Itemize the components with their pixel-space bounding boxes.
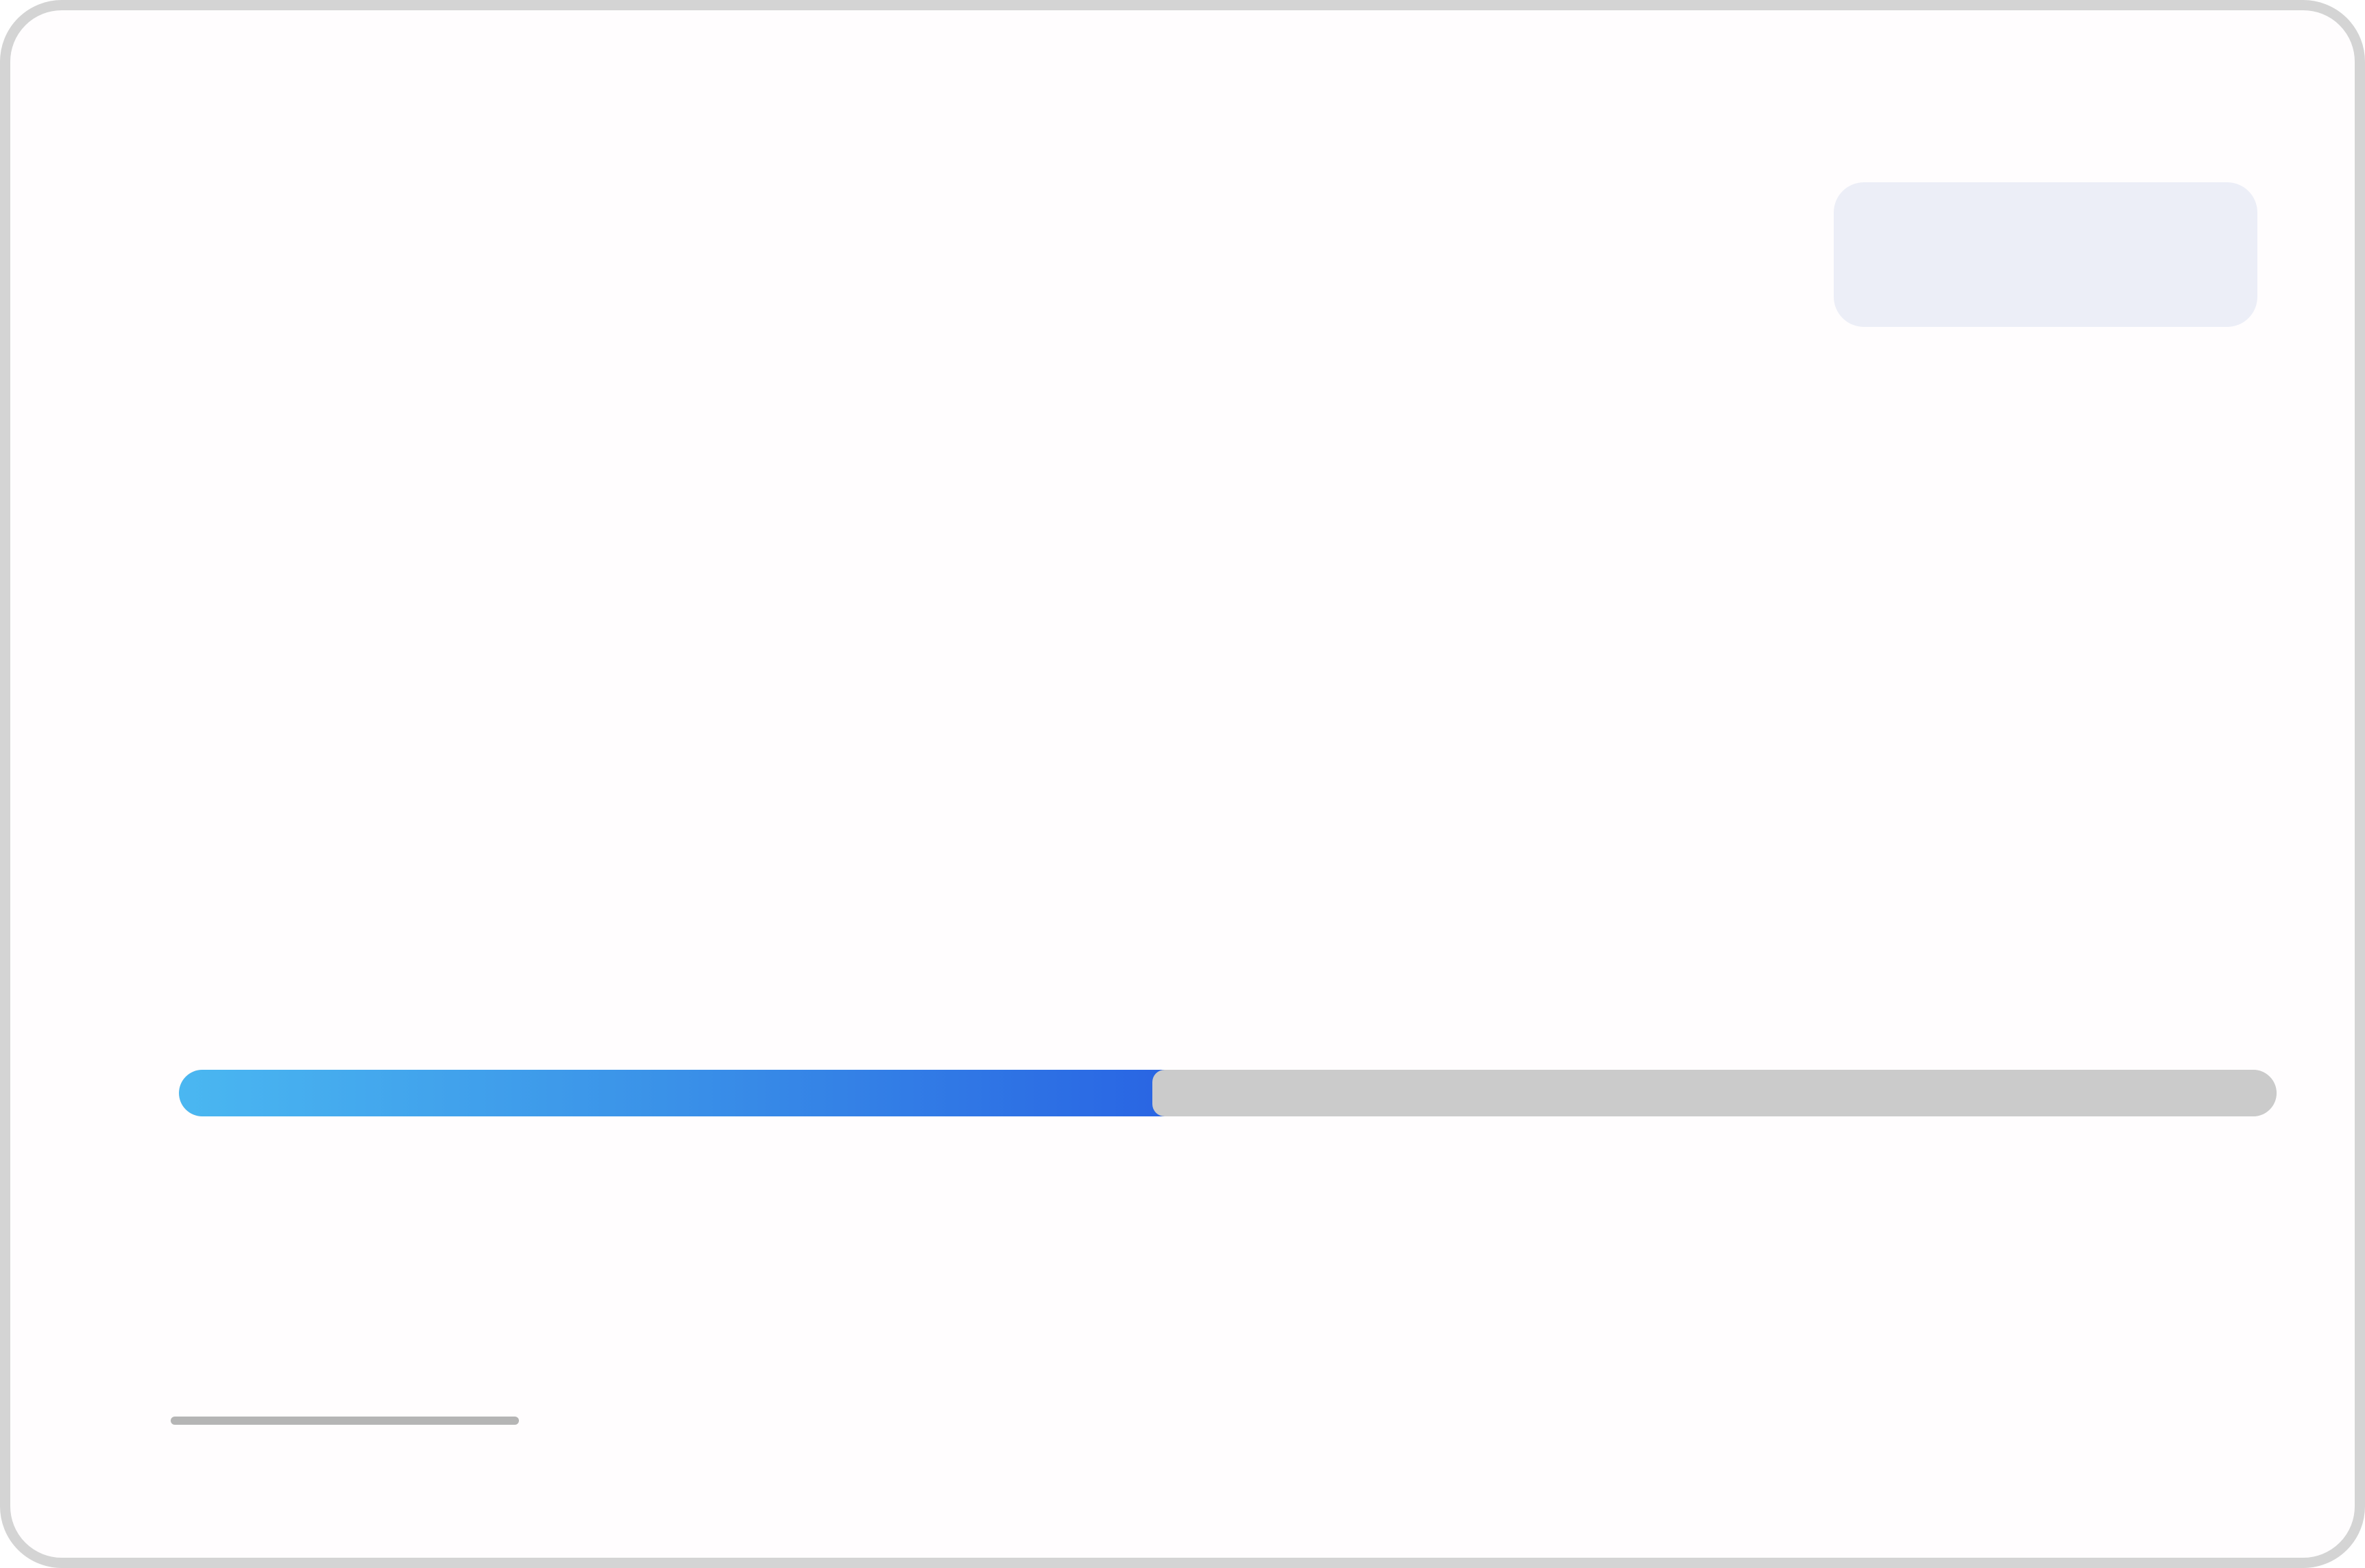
- text-placeholder-line: [171, 1417, 519, 1425]
- progress-remainder: [1152, 1070, 2277, 1116]
- badge-placeholder: [1834, 182, 2257, 327]
- progress-bar: [179, 1070, 2277, 1116]
- progress-fill: [179, 1070, 1165, 1116]
